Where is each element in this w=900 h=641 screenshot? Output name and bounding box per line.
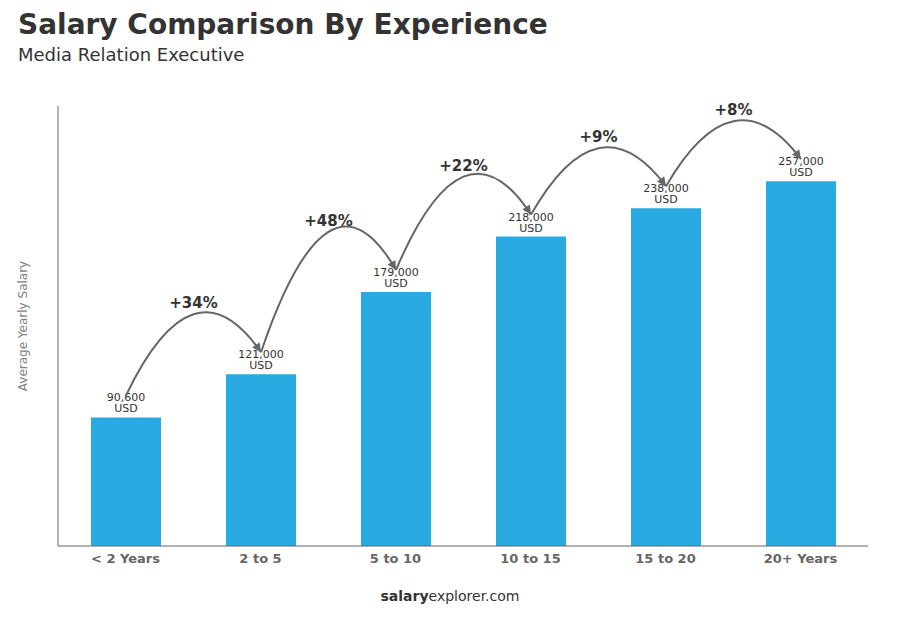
html-text:USD: USD bbox=[519, 221, 543, 235]
svg-text:15 to 20: 15 to 20 bbox=[635, 551, 695, 566]
svg-text:20+ Years: 20+ Years bbox=[764, 551, 838, 566]
svg-text:+48%: +48% bbox=[304, 212, 352, 230]
svg-text:5 to 10: 5 to 10 bbox=[370, 551, 421, 566]
svg-text:+8%: +8% bbox=[714, 101, 752, 119]
svg-text:+22%: +22% bbox=[439, 157, 487, 175]
svg-text:Average Yearly Salary: Average Yearly Salary bbox=[16, 261, 30, 391]
html-text:USD: USD bbox=[384, 276, 408, 290]
html-text:257,000: 257,000 bbox=[778, 155, 824, 169]
html-text:179,000: 179,000 bbox=[373, 265, 419, 279]
svg-text:10 to 15: 10 to 15 bbox=[500, 551, 560, 566]
svg-text:< 2 Years: < 2 Years bbox=[91, 551, 160, 566]
html-text:USD: USD bbox=[114, 402, 138, 416]
html-text:USD: USD bbox=[249, 359, 273, 373]
html-text:salary explorer.com: salary explorer.com bbox=[380, 588, 520, 604]
html-text:238,000: 238,000 bbox=[643, 182, 689, 196]
html-text:Salary Comparison By Experienc: Salary Comparison By Experience bbox=[18, 8, 548, 41]
html-text:121,000: 121,000 bbox=[238, 348, 284, 362]
html-text:USD: USD bbox=[654, 193, 678, 207]
html-text:218,000: 218,000 bbox=[508, 210, 554, 224]
html-text:90,600: 90,600 bbox=[106, 391, 146, 405]
svg-text:+9%: +9% bbox=[579, 128, 617, 146]
svg-text:2 to 5: 2 to 5 bbox=[239, 551, 281, 566]
html-text:USD: USD bbox=[789, 166, 813, 180]
html-text:Media Relation Executive: Media Relation Executive bbox=[18, 44, 245, 65]
svg-text:+34%: +34% bbox=[169, 294, 217, 312]
